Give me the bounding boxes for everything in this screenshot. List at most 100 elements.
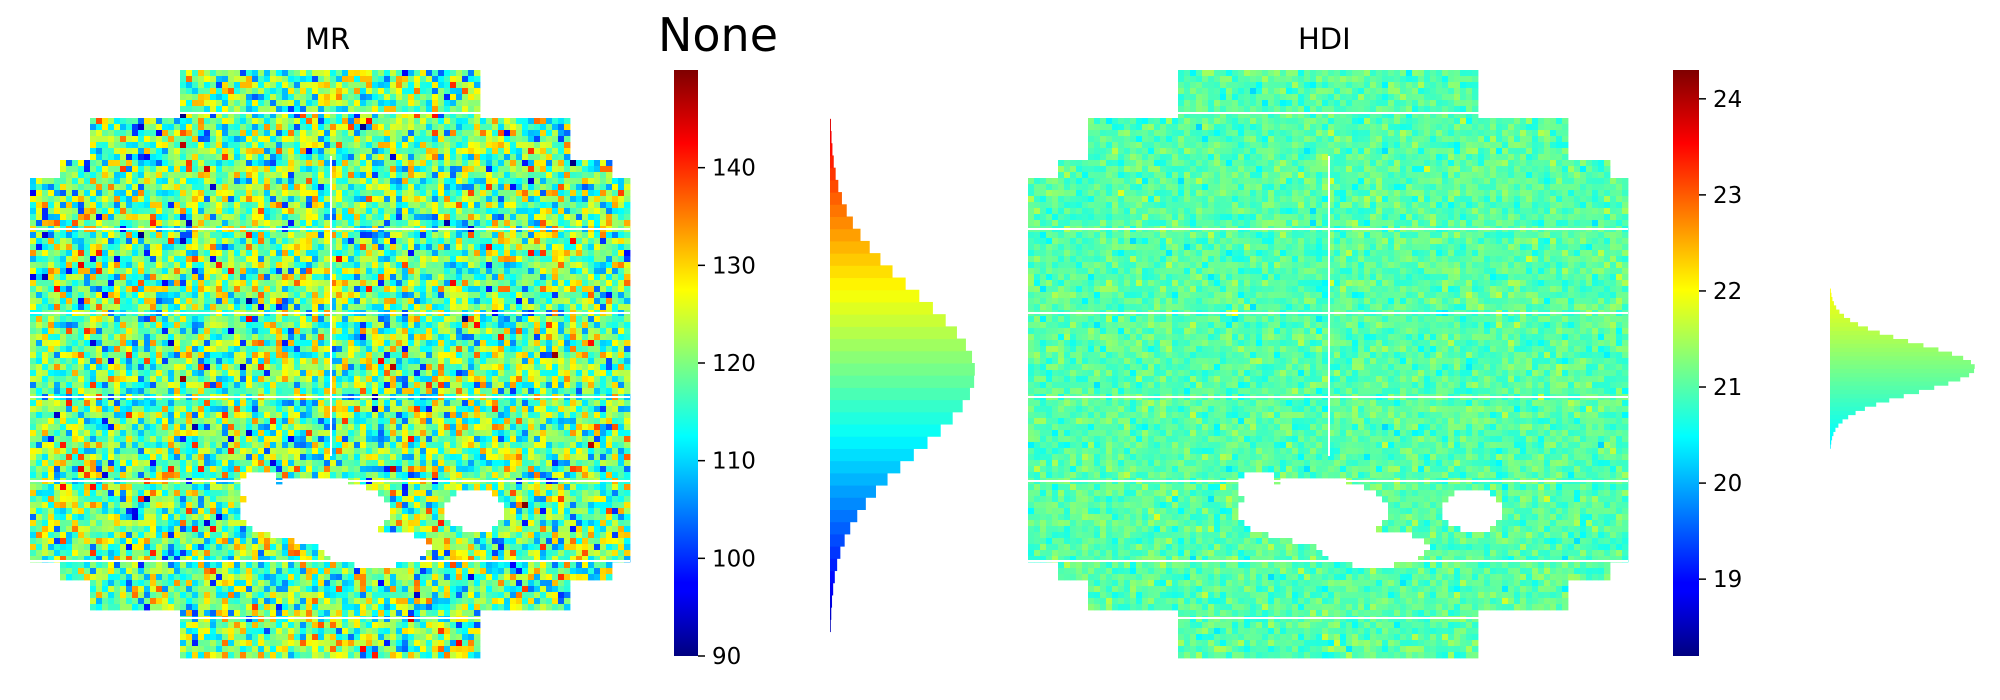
histogram-bar bbox=[1830, 338, 1909, 344]
histogram-bar bbox=[830, 118, 831, 132]
histogram-bar bbox=[1830, 439, 1832, 445]
histogram-bar bbox=[1830, 313, 1844, 319]
histogram-bar bbox=[830, 228, 861, 242]
colorbar-ticks-mr: 90 100 110 120 130 140 bbox=[698, 156, 756, 670]
histogram-bar bbox=[1830, 347, 1939, 353]
histogram-bar bbox=[830, 314, 946, 327]
histogram-mr bbox=[830, 118, 975, 633]
histogram-bar bbox=[1830, 372, 1970, 378]
histogram-bar bbox=[830, 411, 953, 425]
histogram-bar bbox=[1830, 305, 1837, 311]
histogram-bar bbox=[830, 192, 842, 205]
histogram-bar bbox=[1830, 389, 1920, 395]
histogram-bar bbox=[1830, 317, 1851, 323]
histogram-bar bbox=[830, 204, 847, 217]
colorbar-ticks-hdi: 19 20 21 22 23 24 bbox=[1699, 87, 1742, 593]
histogram-bar bbox=[1830, 301, 1834, 306]
histogram-bar bbox=[830, 131, 832, 144]
colorbar-tick-label: 22 bbox=[1713, 279, 1742, 305]
histogram-bar bbox=[830, 253, 881, 266]
histogram-bar bbox=[830, 594, 833, 608]
histogram-bar bbox=[1830, 431, 1834, 437]
histogram-bar bbox=[830, 338, 966, 352]
histogram-bar bbox=[1830, 359, 1971, 365]
histogram-bar bbox=[1830, 334, 1894, 340]
histogram-bar bbox=[830, 582, 834, 596]
histogram-bar bbox=[1830, 444, 1831, 449]
colorbar-tick-label: 140 bbox=[712, 156, 756, 182]
histogram-bar bbox=[830, 375, 975, 388]
histogram-bar bbox=[1830, 330, 1880, 336]
histogram-bar bbox=[1830, 368, 1975, 374]
histogram-bar bbox=[1830, 397, 1890, 403]
histogram-bar bbox=[830, 424, 941, 437]
histogram-bar bbox=[830, 326, 957, 340]
histogram-bar bbox=[1830, 410, 1856, 416]
histogram-bar bbox=[830, 363, 975, 376]
histogram-bar bbox=[830, 167, 836, 181]
histogram-bar bbox=[830, 436, 928, 449]
histogram-bar bbox=[1830, 296, 1833, 302]
histogram-bar bbox=[830, 399, 963, 413]
histogram-bar bbox=[830, 155, 834, 169]
colorbar-tick-label: 20 bbox=[1713, 471, 1742, 497]
colorbar-tick-label: 120 bbox=[712, 351, 756, 377]
histogram-bar bbox=[830, 546, 841, 559]
histogram-bar bbox=[830, 485, 876, 498]
histogram-bar bbox=[830, 216, 853, 230]
histogram-bar bbox=[1830, 402, 1877, 407]
colorbar-tick-label: 130 bbox=[712, 253, 756, 279]
histogram-bar bbox=[830, 570, 835, 584]
histogram-bar bbox=[830, 289, 920, 303]
histogram-bar bbox=[830, 265, 893, 279]
colorbar-tick-label: 23 bbox=[1713, 183, 1742, 209]
histogram-bar bbox=[1830, 414, 1849, 420]
panel-title-mr: MR bbox=[305, 22, 351, 56]
histogram-bar bbox=[830, 558, 838, 572]
histogram-bar bbox=[1830, 376, 1961, 382]
panel-title-hdi: HDI bbox=[1298, 22, 1351, 56]
histogram-bar bbox=[1830, 435, 1833, 441]
histogram-bar bbox=[1830, 288, 1831, 294]
colorbar-tick-label: 90 bbox=[712, 644, 741, 670]
histogram-bar bbox=[830, 533, 845, 547]
histogram-bar bbox=[830, 607, 832, 620]
histogram-bar bbox=[1830, 427, 1836, 432]
histogram-bar bbox=[830, 619, 831, 633]
histogram-bar bbox=[1830, 406, 1865, 411]
histogram-bar bbox=[1830, 322, 1859, 327]
histogram-bar bbox=[830, 448, 914, 462]
histogram-bar bbox=[1830, 423, 1839, 428]
colorbar-tick-label: 110 bbox=[712, 449, 756, 475]
figure-suptitle: None bbox=[658, 8, 779, 62]
colorbar-hdi bbox=[1673, 70, 1699, 656]
colorbar-tick-label: 100 bbox=[712, 546, 756, 572]
histogram-bar bbox=[1830, 343, 1924, 348]
colorbar-tick-label: 24 bbox=[1713, 87, 1742, 113]
colorbar-tick-label: 21 bbox=[1713, 375, 1742, 401]
histogram-bar bbox=[1830, 381, 1949, 386]
histogram-bar bbox=[830, 521, 851, 535]
histogram-bar bbox=[830, 497, 866, 510]
histogram-bar bbox=[1830, 418, 1843, 424]
colorbar-tick-label: 19 bbox=[1713, 567, 1742, 593]
histogram-bar bbox=[830, 240, 870, 254]
histogram-bar bbox=[1830, 393, 1904, 399]
histogram-bar bbox=[830, 387, 970, 401]
wafer-map-mr bbox=[30, 70, 631, 659]
histogram-bar bbox=[1830, 364, 1975, 369]
histogram-bar bbox=[830, 350, 973, 364]
colorbar-mr bbox=[674, 70, 698, 656]
wafer-map-hdi bbox=[1028, 70, 1629, 659]
histogram-bar bbox=[830, 301, 933, 315]
histogram-bar bbox=[1830, 385, 1935, 390]
histogram-bar bbox=[830, 277, 906, 291]
histogram-bar bbox=[1830, 351, 1953, 357]
histogram-bar bbox=[830, 179, 839, 193]
histogram-bar bbox=[830, 509, 858, 523]
histogram-hdi bbox=[1830, 288, 1975, 449]
histogram-bar bbox=[830, 143, 833, 156]
histogram-bar bbox=[1830, 292, 1832, 298]
histogram-bar bbox=[1830, 355, 1964, 361]
